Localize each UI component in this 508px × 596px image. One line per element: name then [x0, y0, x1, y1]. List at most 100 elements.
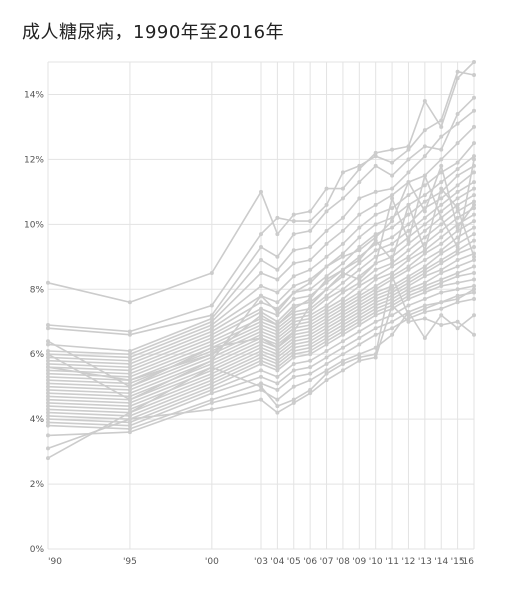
data-point: [340, 319, 345, 324]
data-point: [291, 306, 296, 311]
data-point: [127, 417, 132, 422]
data-point: [291, 374, 296, 379]
data-point: [390, 326, 395, 331]
data-point: [46, 361, 50, 366]
data-point: [472, 332, 476, 337]
data-point: [390, 293, 395, 298]
data-point: [357, 274, 362, 279]
data-point: [455, 111, 460, 116]
data-point: [291, 335, 296, 340]
data-point: [308, 209, 313, 214]
data-point: [406, 267, 411, 272]
series-29: [46, 309, 476, 438]
data-point: [127, 300, 132, 305]
data-point: [209, 342, 214, 347]
data-point: [259, 355, 263, 360]
data-point: [472, 254, 476, 259]
data-point: [308, 326, 313, 331]
data-point: [472, 170, 476, 175]
data-point: [340, 316, 345, 321]
data-point: [472, 95, 476, 100]
data-point: [324, 287, 329, 292]
data-point: [455, 297, 460, 302]
data-point: [291, 397, 296, 402]
data-point: [46, 374, 50, 379]
data-point: [275, 374, 280, 379]
data-point: [291, 232, 296, 237]
data-point: [291, 322, 296, 327]
x-tick-label: '95: [123, 557, 137, 567]
data-point: [357, 180, 362, 185]
data-point: [357, 316, 362, 321]
data-point: [324, 326, 329, 331]
data-point: [340, 228, 345, 233]
data-point: [324, 322, 329, 327]
series-30: [46, 303, 476, 451]
data-point: [275, 232, 280, 237]
data-point: [455, 121, 460, 126]
data-point: [46, 280, 50, 285]
data-point: [390, 241, 395, 246]
data-point: [472, 154, 476, 159]
data-point: [275, 352, 280, 357]
data-point: [46, 394, 50, 399]
data-point: [390, 147, 395, 152]
data-point: [455, 280, 460, 285]
data-point: [439, 202, 444, 207]
data-point: [357, 319, 362, 324]
x-axis-ticks: '90'95'00'03'04'05'06'07'08'09'10'11'12 '…: [48, 557, 474, 567]
data-point: [439, 163, 444, 168]
data-point: [275, 348, 280, 353]
data-point: [259, 293, 263, 298]
data-point: [373, 287, 378, 292]
data-point: [472, 202, 476, 207]
data-point: [209, 319, 214, 324]
data-point: [209, 339, 214, 344]
data-point: [340, 241, 345, 246]
data-point: [46, 391, 50, 396]
data-point: [439, 261, 444, 266]
series-14: [46, 206, 476, 386]
data-point: [127, 371, 132, 376]
data-point: [357, 293, 362, 298]
data-point: [291, 361, 296, 366]
data-point: [209, 358, 214, 363]
data-point: [209, 397, 214, 402]
data-point: [422, 209, 427, 214]
data-point: [291, 339, 296, 344]
data-point: [259, 342, 263, 347]
data-point: [373, 212, 378, 217]
data-point: [127, 430, 132, 435]
data-point: [209, 271, 214, 276]
data-point: [390, 186, 395, 191]
data-point: [308, 335, 313, 340]
data-point: [390, 235, 395, 240]
data-point: [259, 316, 263, 321]
data-point: [406, 290, 411, 295]
data-point: [472, 199, 476, 204]
data-point: [455, 300, 460, 305]
data-point: [291, 313, 296, 318]
data-point: [46, 423, 50, 428]
data-point: [291, 212, 296, 217]
data-point: [439, 322, 444, 327]
data-point: [472, 141, 476, 146]
data-point: [357, 352, 362, 357]
data-point: [340, 329, 345, 334]
chart-series-lines: [46, 60, 476, 461]
data-point: [357, 245, 362, 250]
data-point: [373, 202, 378, 207]
data-point: [340, 358, 345, 363]
data-point: [324, 277, 329, 282]
data-point: [357, 290, 362, 295]
data-point: [308, 309, 313, 314]
data-point: [46, 355, 50, 360]
data-point: [46, 410, 50, 415]
data-point: [259, 309, 263, 314]
data-point: [291, 248, 296, 253]
data-point: [46, 433, 50, 438]
data-point: [46, 322, 50, 327]
data-point: [439, 241, 444, 246]
data-point: [422, 309, 427, 314]
data-point: [472, 193, 476, 198]
